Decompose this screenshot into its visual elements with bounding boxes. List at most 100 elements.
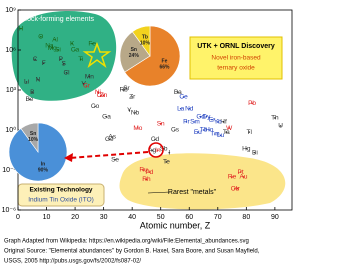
element-label: Rh bbox=[142, 176, 151, 183]
point bbox=[128, 109, 131, 112]
x-tick-label: 60 bbox=[185, 214, 193, 221]
point bbox=[185, 121, 188, 123]
element-label: O bbox=[38, 33, 43, 40]
point bbox=[154, 138, 156, 141]
element-label: Bi bbox=[252, 149, 258, 156]
point bbox=[42, 62, 45, 65]
element-label: Al bbox=[52, 36, 58, 43]
element-label: P bbox=[59, 56, 63, 63]
point bbox=[274, 117, 276, 119]
y-tick-label: 10⁶ bbox=[5, 47, 16, 54]
point bbox=[48, 45, 51, 47]
point bbox=[65, 71, 68, 74]
element-label: Ir bbox=[236, 185, 241, 192]
element-label: Pd bbox=[145, 169, 153, 176]
point bbox=[208, 129, 211, 131]
point bbox=[94, 105, 96, 108]
element-label: Tm bbox=[210, 131, 219, 138]
element-label: Ni bbox=[95, 89, 101, 96]
element-label: Nd bbox=[185, 105, 194, 112]
point bbox=[125, 87, 128, 89]
element-label: Er bbox=[209, 116, 216, 123]
point bbox=[79, 58, 82, 61]
element-label: F bbox=[42, 60, 46, 67]
element-label: U bbox=[278, 123, 283, 130]
point bbox=[148, 171, 151, 173]
element-label: Tl bbox=[246, 129, 252, 136]
y-tick-label: 10⁰ bbox=[5, 126, 16, 134]
point bbox=[20, 27, 22, 30]
x-tick-label: 10 bbox=[43, 214, 51, 221]
point bbox=[165, 161, 168, 163]
point bbox=[74, 49, 76, 51]
point bbox=[179, 107, 182, 110]
element-label: Mo bbox=[133, 125, 142, 132]
x-tick-label: 40 bbox=[128, 214, 136, 221]
point bbox=[245, 147, 248, 150]
pie-value-label: 24% bbox=[129, 53, 140, 59]
point bbox=[248, 131, 250, 133]
x-tick-label: 50 bbox=[157, 214, 165, 221]
point bbox=[188, 107, 191, 110]
point bbox=[251, 102, 253, 105]
point bbox=[214, 133, 216, 135]
rarest-label: Rarest "metals" bbox=[168, 189, 217, 196]
point bbox=[219, 134, 222, 137]
element-label: La bbox=[177, 105, 185, 112]
point bbox=[236, 187, 239, 190]
point bbox=[159, 122, 162, 125]
point bbox=[234, 187, 236, 190]
rock-region bbox=[11, 11, 117, 101]
element-label: Cl bbox=[63, 69, 70, 76]
x-tick-label: 80 bbox=[242, 214, 250, 221]
point bbox=[168, 151, 171, 154]
element-label: Dy bbox=[202, 113, 211, 120]
pie-value-label: 10% bbox=[140, 41, 151, 47]
point bbox=[88, 75, 91, 78]
x-tick-label: 20 bbox=[71, 214, 79, 221]
y-tick-label: 10³ bbox=[6, 87, 17, 94]
point bbox=[216, 121, 219, 123]
utk-text: ternary oxide bbox=[217, 65, 255, 72]
point bbox=[40, 35, 42, 38]
element-label: As bbox=[108, 134, 116, 141]
point bbox=[134, 111, 136, 114]
point bbox=[71, 42, 74, 45]
element-label: Tb bbox=[200, 127, 208, 134]
existing-title: Existing Technology bbox=[29, 187, 92, 194]
point bbox=[62, 63, 65, 65]
point bbox=[85, 85, 88, 87]
point bbox=[254, 151, 256, 154]
point bbox=[174, 129, 176, 131]
point bbox=[202, 129, 205, 131]
element-label: Re bbox=[228, 174, 237, 181]
rarest-region bbox=[119, 153, 286, 210]
x-tick-label: 0 bbox=[16, 214, 20, 221]
point bbox=[57, 49, 59, 51]
pie-slice bbox=[119, 31, 151, 73]
point bbox=[228, 127, 231, 129]
element-label: Os bbox=[231, 185, 240, 192]
point bbox=[157, 149, 159, 152]
point bbox=[82, 82, 85, 85]
existing-text: Indium Tin Oxide (ITO) bbox=[28, 197, 94, 204]
point bbox=[197, 131, 199, 133]
point bbox=[205, 115, 208, 118]
point bbox=[242, 176, 245, 178]
element-label: Hf bbox=[220, 119, 227, 126]
element-label: In bbox=[155, 147, 161, 154]
y-tick-label: 10⁻³ bbox=[2, 167, 16, 174]
element-label: Sm bbox=[190, 119, 200, 126]
footer: Original Source: "Elemental abundances" … bbox=[4, 249, 260, 255]
element-label: Lu bbox=[217, 132, 225, 139]
element-label: Gd bbox=[196, 113, 205, 120]
element-label: Ga bbox=[102, 113, 111, 120]
element-label: B bbox=[30, 89, 34, 96]
element-label: Y bbox=[127, 107, 132, 114]
point bbox=[102, 94, 105, 97]
point bbox=[222, 121, 225, 123]
pointer bbox=[147, 191, 171, 194]
pie-slice bbox=[124, 25, 181, 87]
element-label: Cd bbox=[151, 136, 160, 143]
